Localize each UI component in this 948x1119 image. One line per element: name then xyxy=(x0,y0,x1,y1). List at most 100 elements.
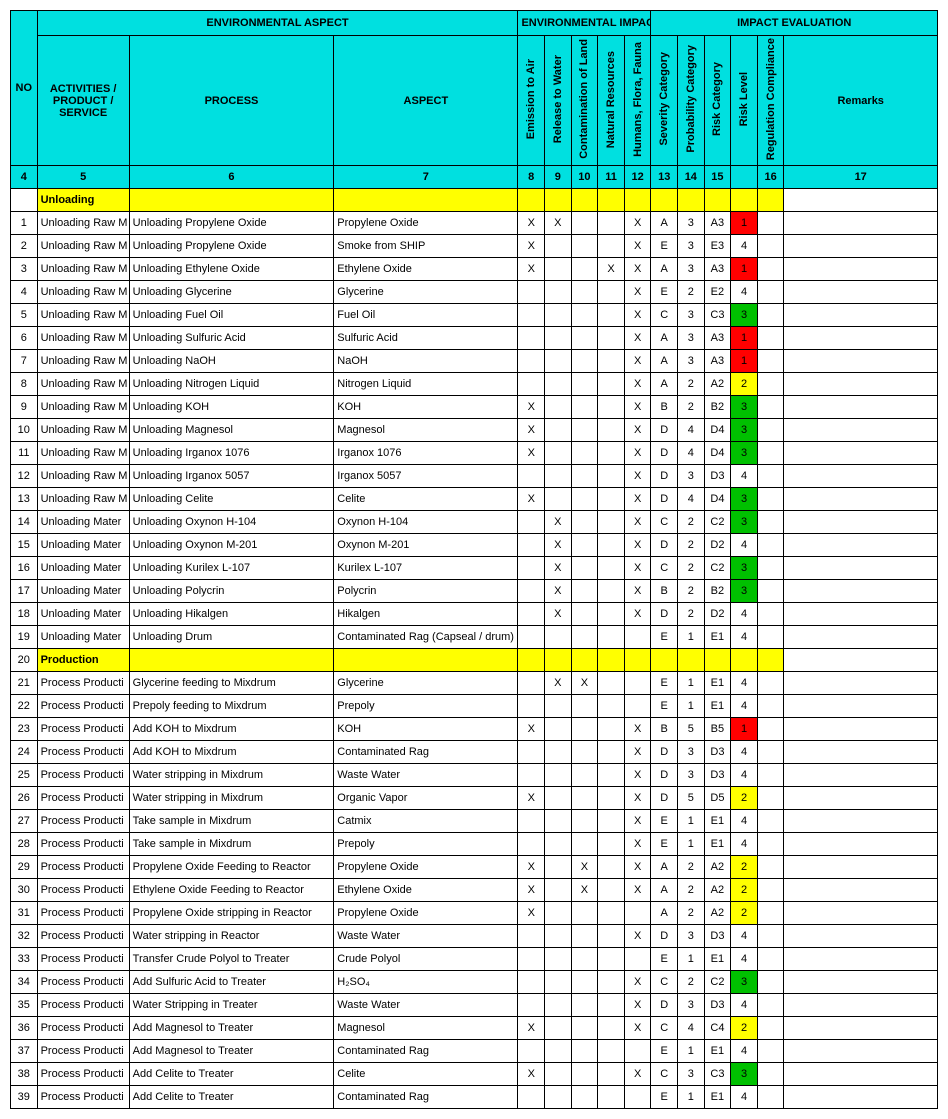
contamination-land-cell xyxy=(571,603,598,626)
humans-flora-fauna-cell: X xyxy=(624,396,651,419)
cell xyxy=(704,189,731,212)
emission-air-cell: X xyxy=(518,856,545,879)
risk-category-cell: E1 xyxy=(704,810,731,833)
activity-cell: Unloading Mater xyxy=(37,626,129,649)
remarks-cell xyxy=(784,327,938,350)
severity-cell: E xyxy=(651,672,678,695)
regulation-cell xyxy=(757,1040,784,1063)
risk-level-cell: 3 xyxy=(731,580,758,603)
regulation-cell xyxy=(757,1063,784,1086)
contamination-land-cell xyxy=(571,1063,598,1086)
risk-level-cell: 4 xyxy=(731,810,758,833)
severity-cell: A xyxy=(651,350,678,373)
aspect-cell: Magnesol xyxy=(334,419,518,442)
risk-category-cell: A3 xyxy=(704,327,731,350)
release-water-cell xyxy=(545,419,572,442)
natural-resources-cell xyxy=(598,419,625,442)
probability-cell: 4 xyxy=(678,1017,705,1040)
risk-level-cell: 3 xyxy=(731,971,758,994)
aspect-cell: Contaminated Rag xyxy=(334,741,518,764)
aspect-cell: Propylene Oxide xyxy=(334,856,518,879)
risk-level-cell: 4 xyxy=(731,235,758,258)
emission-air-cell xyxy=(518,373,545,396)
row-no: 21 xyxy=(11,672,38,695)
humans-flora-fauna-cell: X xyxy=(624,718,651,741)
table-row: 26Process ProductiWater stripping in Mix… xyxy=(11,787,938,810)
process-cell: Add Magnesol to Treater xyxy=(129,1017,334,1040)
process-cell: Unloading Oxynon H-104 xyxy=(129,511,334,534)
probability-cell: 3 xyxy=(678,764,705,787)
aspect-cell: KOH xyxy=(334,718,518,741)
activity-cell: Unloading Mater xyxy=(37,603,129,626)
risk-category-cell: C2 xyxy=(704,511,731,534)
remarks-cell xyxy=(784,718,938,741)
cell xyxy=(518,649,545,672)
row-no: 15 xyxy=(11,534,38,557)
emission-air-cell xyxy=(518,603,545,626)
contamination-land-cell xyxy=(571,994,598,1017)
process-cell: Ethylene Oxide Feeding to Reactor xyxy=(129,879,334,902)
regulation-cell xyxy=(757,764,784,787)
probability-cell: 2 xyxy=(678,557,705,580)
risk-category-cell: A3 xyxy=(704,212,731,235)
emission-air-cell: X xyxy=(518,258,545,281)
process-cell: Add Celite to Treater xyxy=(129,1063,334,1086)
regulation-cell xyxy=(757,925,784,948)
emission-air-cell xyxy=(518,672,545,695)
humans-flora-fauna-cell: X xyxy=(624,1063,651,1086)
severity-cell: D xyxy=(651,419,678,442)
process-cell: Water Stripping in Treater xyxy=(129,994,334,1017)
risk-category-cell: E1 xyxy=(704,948,731,971)
regulation-cell xyxy=(757,718,784,741)
risk-category-cell: C2 xyxy=(704,557,731,580)
release-water-cell xyxy=(545,741,572,764)
process-cell: Take sample in Mixdrum xyxy=(129,810,334,833)
risk-level-cell: 3 xyxy=(731,1063,758,1086)
activity-cell: Process Producti xyxy=(37,879,129,902)
risk-level-cell: 2 xyxy=(731,856,758,879)
section-title: Unloading xyxy=(37,189,129,212)
risk-level-cell: 4 xyxy=(731,626,758,649)
process-cell: Unloading Irganox 1076 xyxy=(129,442,334,465)
table-row: 17Unloading MaterUnloading PolycrinPolyc… xyxy=(11,580,938,603)
table-row: 25Process ProductiWater stripping in Mix… xyxy=(11,764,938,787)
remarks-cell xyxy=(784,1063,938,1086)
aspect-cell: Celite xyxy=(334,1063,518,1086)
activity-cell: Unloading Mater xyxy=(37,511,129,534)
aspect-cell: Hikalgen xyxy=(334,603,518,626)
risk-category-cell: B2 xyxy=(704,396,731,419)
risk-category-cell: D4 xyxy=(704,488,731,511)
cell xyxy=(129,189,334,212)
header-no: NO xyxy=(11,11,38,166)
natural-resources-cell xyxy=(598,442,625,465)
regulation-cell xyxy=(757,488,784,511)
contamination-land-cell xyxy=(571,833,598,856)
humans-flora-fauna-cell: X xyxy=(624,304,651,327)
process-cell: Add Celite to Treater xyxy=(129,1086,334,1109)
release-water-cell xyxy=(545,488,572,511)
header-probability: Probability Category xyxy=(678,36,705,166)
header-aspect: ASPECT xyxy=(334,36,518,166)
emission-air-cell xyxy=(518,327,545,350)
probability-cell: 3 xyxy=(678,741,705,764)
table-row: 24Process ProductiAdd KOH to MixdrumCont… xyxy=(11,741,938,764)
release-water-cell xyxy=(545,695,572,718)
regulation-cell xyxy=(757,971,784,994)
emission-air-cell xyxy=(518,948,545,971)
emission-air-cell xyxy=(518,304,545,327)
row-no: 16 xyxy=(11,557,38,580)
cell xyxy=(598,649,625,672)
risk-level-cell: 2 xyxy=(731,1017,758,1040)
probability-cell: 1 xyxy=(678,672,705,695)
humans-flora-fauna-cell: X xyxy=(624,994,651,1017)
contamination-land-cell xyxy=(571,534,598,557)
header-emission-air: Emission to Air xyxy=(518,36,545,166)
natural-resources-cell xyxy=(598,465,625,488)
table-row: 15Unloading MaterUnloading Oxynon M-201O… xyxy=(11,534,938,557)
col-number xyxy=(731,166,758,189)
risk-level-cell: 4 xyxy=(731,672,758,695)
severity-cell: B xyxy=(651,396,678,419)
header-regulation: Regulation Compliance xyxy=(757,36,784,166)
header-group: ENVIRONMENTAL IMPACT xyxy=(518,11,651,36)
severity-cell: C xyxy=(651,511,678,534)
